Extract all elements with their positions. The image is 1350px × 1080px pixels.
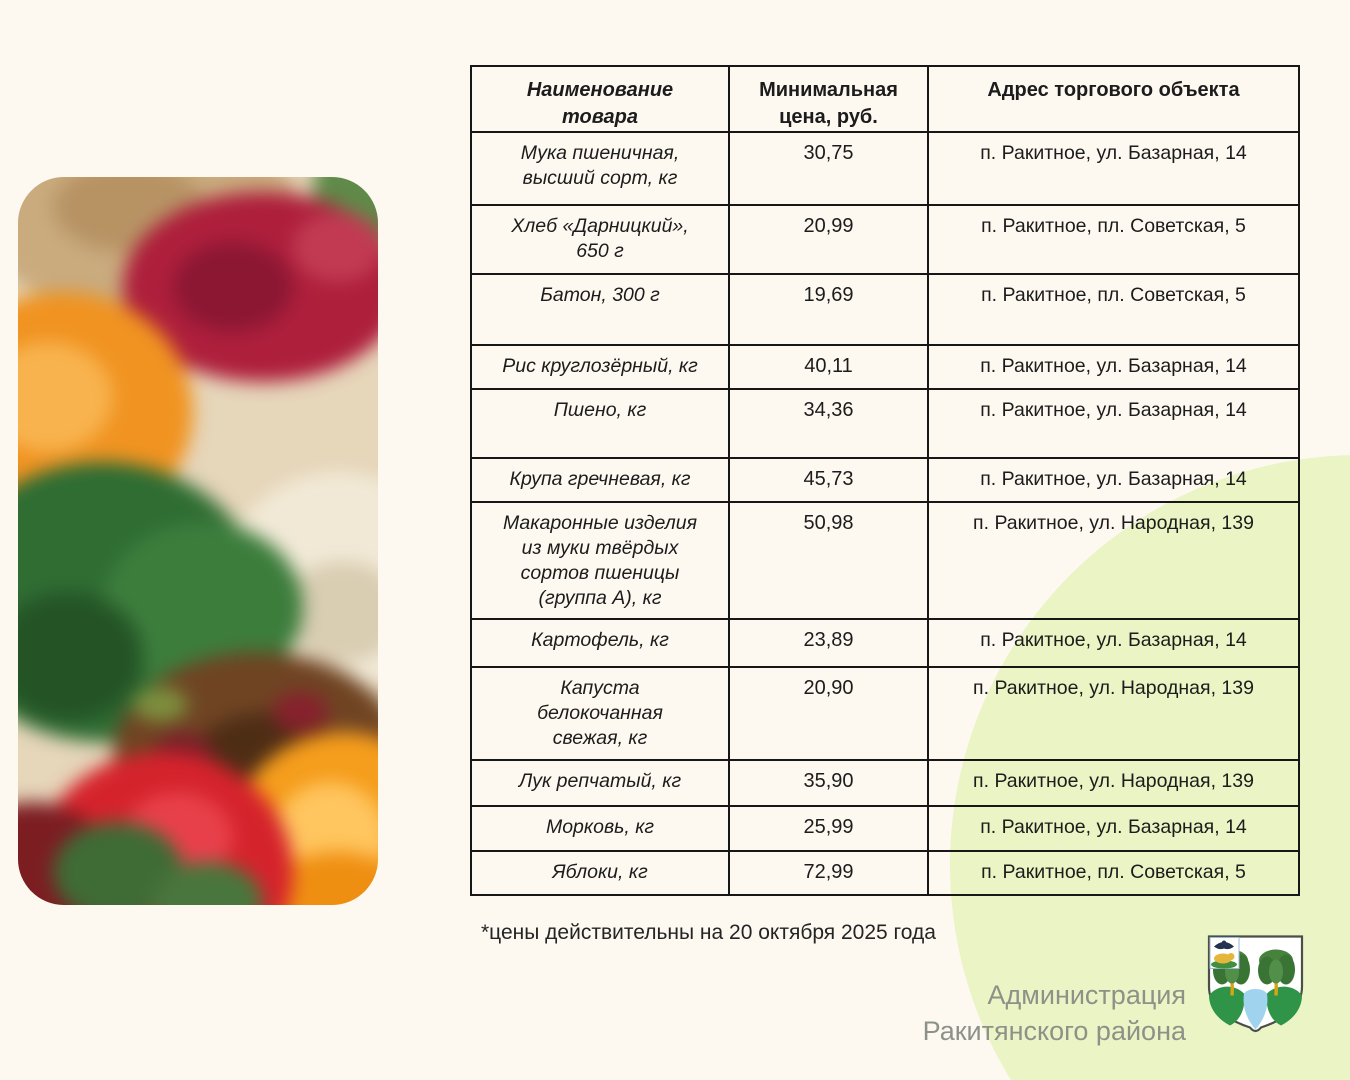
organization-name-line2: Ракитянского района bbox=[922, 1016, 1186, 1046]
min-price-cell: 40,11 bbox=[728, 344, 929, 390]
table-header-row: Наименование товара Минимальная цена, ру… bbox=[470, 65, 1300, 133]
produce-photo bbox=[18, 177, 378, 905]
product-name-cell: Мука пшеничная, высший сорт, кг bbox=[470, 131, 730, 206]
address-cell: п. Ракитное, ул. Базарная, 14 bbox=[927, 344, 1300, 390]
price-validity-footnote: *цены действительны на 20 октября 2025 г… bbox=[481, 921, 936, 944]
address-cell: п. Ракитное, пл. Советская, 5 bbox=[927, 850, 1300, 896]
min-price-cell: 20,99 bbox=[728, 204, 929, 275]
address-cell: п. Ракитное, ул. Народная, 139 bbox=[927, 666, 1300, 761]
table-row: Крупа гречневая, кг 45,73 п. Ракитное, у… bbox=[470, 457, 1300, 503]
address-cell: п. Ракитное, пл. Советская, 5 bbox=[927, 204, 1300, 275]
table-row: Яблоки, кг 72,99 п. Ракитное, пл. Советс… bbox=[470, 850, 1300, 896]
address-cell: п. Ракитное, ул. Базарная, 14 bbox=[927, 618, 1300, 668]
price-table-body: Мука пшеничная, высший сорт, кг 30,75 п.… bbox=[470, 131, 1300, 896]
address-cell: п. Ракитное, ул. Народная, 139 bbox=[927, 759, 1300, 807]
address-cell: п. Ракитное, ул. Базарная, 14 bbox=[927, 131, 1300, 206]
min-price-cell: 20,90 bbox=[728, 666, 929, 761]
min-price-cell: 72,99 bbox=[728, 850, 929, 896]
product-name-cell: Хлеб «Дарницкий», 650 г bbox=[470, 204, 730, 275]
table-row: Мука пшеничная, высший сорт, кг 30,75 п.… bbox=[470, 131, 1300, 206]
address-cell: п. Ракитное, ул. Базарная, 14 bbox=[927, 805, 1300, 852]
header-product-name: Наименование товара bbox=[470, 65, 730, 133]
product-name-cell: Картофель, кг bbox=[470, 618, 730, 668]
product-name-cell: Пшено, кг bbox=[470, 388, 730, 459]
table-row: Батон, 300 г 19,69 п. Ракитное, пл. Сове… bbox=[470, 273, 1300, 346]
min-price-cell: 34,36 bbox=[728, 388, 929, 459]
produce-photo-texture bbox=[18, 177, 378, 905]
min-price-cell: 23,89 bbox=[728, 618, 929, 668]
table-row: Капуста белокочанная свежая, кг 20,90 п.… bbox=[470, 666, 1300, 761]
min-price-cell: 25,99 bbox=[728, 805, 929, 852]
table-row: Картофель, кг 23,89 п. Ракитное, ул. Баз… bbox=[470, 618, 1300, 668]
address-cell: п. Ракитное, ул. Базарная, 14 bbox=[927, 457, 1300, 503]
table-row: Пшено, кг 34,36 п. Ракитное, ул. Базарна… bbox=[470, 388, 1300, 459]
product-name-cell: Морковь, кг bbox=[470, 805, 730, 852]
min-price-cell: 50,98 bbox=[728, 501, 929, 620]
product-name-cell: Крупа гречневая, кг bbox=[470, 457, 730, 503]
min-price-cell: 35,90 bbox=[728, 759, 929, 807]
min-price-cell: 45,73 bbox=[728, 457, 929, 503]
address-cell: п. Ракитное, ул. Базарная, 14 bbox=[927, 388, 1300, 459]
table-row: Макаронные изделия из муки твёрдых сорто… bbox=[470, 501, 1300, 620]
address-cell: п. Ракитное, ул. Народная, 139 bbox=[927, 501, 1300, 620]
min-price-cell: 30,75 bbox=[728, 131, 929, 206]
product-name-cell: Лук репчатый, кг bbox=[470, 759, 730, 807]
table-row: Морковь, кг 25,99 п. Ракитное, ул. Базар… bbox=[470, 805, 1300, 852]
header-min-price: Минимальная цена, руб. bbox=[728, 65, 929, 133]
table-row: Лук репчатый, кг 35,90 п. Ракитное, ул. … bbox=[470, 759, 1300, 807]
product-name-cell: Капуста белокочанная свежая, кг bbox=[470, 666, 730, 761]
address-cell: п. Ракитное, пл. Советская, 5 bbox=[927, 273, 1300, 346]
organization-name-line1: Администрация bbox=[987, 980, 1186, 1010]
min-price-cell: 19,69 bbox=[728, 273, 929, 346]
header-address: Адрес торгового объекта bbox=[927, 65, 1300, 133]
min-prices-table: Наименование товара Минимальная цена, ру… bbox=[470, 65, 1300, 896]
product-name-cell: Рис круглозёрный, кг bbox=[470, 344, 730, 390]
district-coat-of-arms-icon bbox=[1207, 935, 1304, 1033]
product-name-cell: Макаронные изделия из муки твёрдых сорто… bbox=[470, 501, 730, 620]
product-name-cell: Батон, 300 г bbox=[470, 273, 730, 346]
table-row: Хлеб «Дарницкий», 650 г 20,99 п. Ракитно… bbox=[470, 204, 1300, 275]
organization-name: Администрация Ракитянского района bbox=[923, 977, 1186, 1049]
product-name-cell: Яблоки, кг bbox=[470, 850, 730, 896]
table-row: Рис круглозёрный, кг 40,11 п. Ракитное, … bbox=[470, 344, 1300, 390]
